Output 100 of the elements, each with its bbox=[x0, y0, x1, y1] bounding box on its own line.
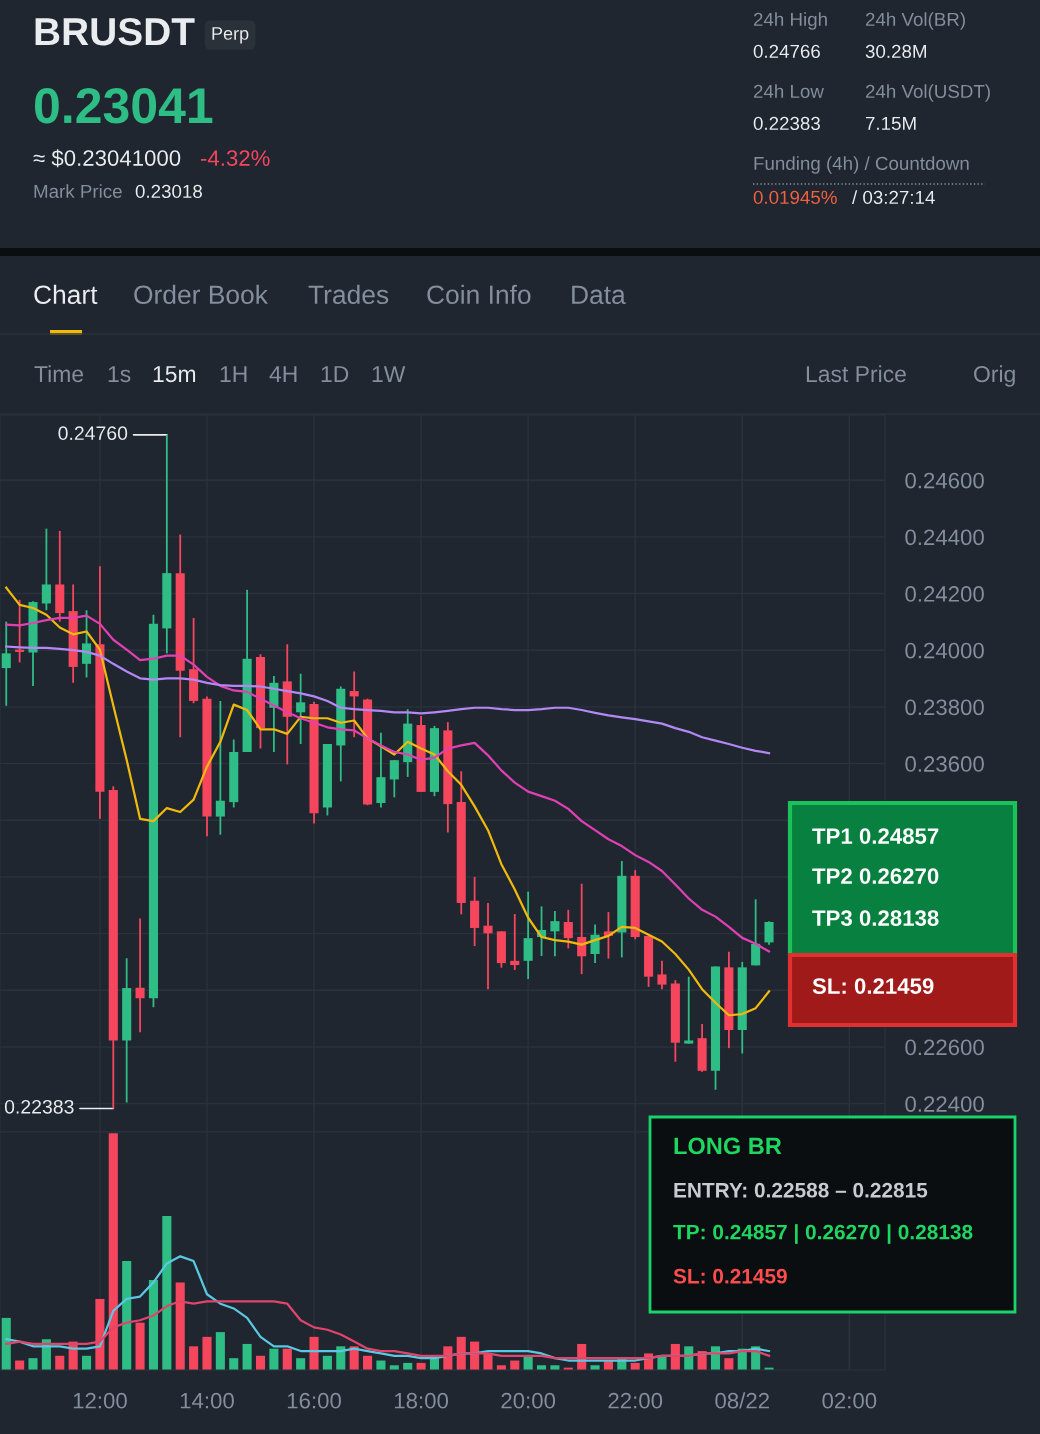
x-tick-label: 16:00 bbox=[287, 1392, 341, 1409]
bar bbox=[189, 1346, 199, 1370]
y-tick-label: 0.22600 bbox=[905, 1039, 984, 1056]
text: 1s bbox=[108, 366, 131, 383]
annotation: TP2 0.26270 bbox=[812, 868, 939, 884]
text: 1W bbox=[372, 366, 406, 382]
y-tick-label: 0.23600 bbox=[905, 756, 984, 772]
text: 1D bbox=[321, 366, 349, 382]
candlestick bbox=[1, 620, 11, 707]
text: 0.01945% bbox=[753, 190, 837, 205]
bar bbox=[296, 1358, 306, 1370]
x-tick-label: 20:00 bbox=[501, 1392, 556, 1409]
bar bbox=[202, 1336, 212, 1370]
bar bbox=[724, 1358, 734, 1370]
text: ≈ $0.23041000 bbox=[33, 149, 181, 168]
text: 1H bbox=[220, 366, 247, 382]
y-tick-label: 0.22400 bbox=[905, 1096, 984, 1112]
bar bbox=[657, 1355, 667, 1370]
candlestick bbox=[483, 902, 493, 991]
bar bbox=[1, 1317, 11, 1370]
text: 0.24766 bbox=[753, 44, 820, 59]
bar bbox=[322, 1355, 332, 1370]
text: Last Price bbox=[806, 365, 906, 383]
annotation: 0.22383 bbox=[4, 1099, 74, 1114]
bar bbox=[108, 1133, 118, 1370]
bar bbox=[309, 1336, 319, 1370]
candlestick bbox=[764, 920, 774, 946]
annotation: TP: 0.24857 | 0.26270 | 0.28138 bbox=[673, 1224, 973, 1244]
text: Coin Info bbox=[427, 284, 531, 305]
bar bbox=[122, 1261, 132, 1370]
bar bbox=[55, 1355, 65, 1370]
text: 0.23041 bbox=[34, 88, 213, 124]
annotation: SL: 0.21459 bbox=[812, 978, 934, 994]
text: BRUSDT bbox=[35, 17, 195, 46]
candlestick bbox=[389, 759, 399, 799]
candlestick bbox=[81, 609, 92, 679]
line-series bbox=[5, 645, 771, 755]
x-tick-label: 22:00 bbox=[608, 1392, 663, 1409]
annotation: TP1 0.24857 bbox=[812, 828, 939, 844]
text: 24h Low bbox=[753, 84, 824, 99]
annotation: 0.24760 bbox=[58, 426, 128, 441]
candlestick bbox=[215, 700, 225, 836]
text: 7.15M bbox=[865, 116, 916, 131]
text: -4.32% bbox=[200, 150, 270, 166]
line-series bbox=[5, 586, 771, 1017]
x-tick-label: 12:00 bbox=[73, 1392, 127, 1409]
text: 24h High bbox=[753, 12, 827, 30]
y-tick-label: 0.23800 bbox=[905, 699, 984, 716]
candlestick bbox=[751, 898, 761, 967]
annotation: SL: 0.21459 bbox=[673, 1268, 787, 1284]
candlestick bbox=[563, 908, 573, 950]
y-tick-label: 0.24000 bbox=[905, 642, 984, 659]
candlestick bbox=[510, 913, 520, 971]
bar bbox=[229, 1358, 239, 1370]
text: 15m bbox=[153, 366, 196, 383]
text: 24h Vol(BR) bbox=[865, 12, 965, 30]
y-tick-label: 0.24400 bbox=[905, 529, 984, 546]
text: / 03:27:14 bbox=[852, 190, 935, 205]
annotation: LONG BR bbox=[674, 1137, 782, 1155]
candlestick bbox=[684, 975, 694, 1045]
text: Orig bbox=[974, 365, 1015, 387]
bar bbox=[363, 1355, 373, 1370]
text: Trades bbox=[308, 284, 389, 305]
candlestick bbox=[135, 917, 145, 1034]
text: Mark Price bbox=[34, 184, 122, 199]
candlestick bbox=[296, 672, 306, 745]
bar bbox=[148, 1280, 158, 1370]
bar bbox=[175, 1282, 185, 1370]
text: Time bbox=[34, 365, 84, 383]
text: Order Book bbox=[134, 284, 268, 305]
annotation: ENTRY: 0.22588 – 0.22815 bbox=[674, 1182, 928, 1198]
text: 30.28M bbox=[865, 44, 926, 59]
text: Funding (4h) / Countdown bbox=[754, 156, 969, 174]
text: Perp bbox=[212, 27, 249, 44]
x-tick-label: 14:00 bbox=[180, 1392, 234, 1409]
text: 4H bbox=[269, 366, 297, 382]
bar bbox=[269, 1348, 279, 1370]
text: 24h Vol(USDT) bbox=[865, 84, 990, 102]
candlestick bbox=[41, 527, 51, 612]
y-tick-label: 0.24600 bbox=[905, 472, 984, 489]
bar bbox=[215, 1332, 225, 1370]
candlestick bbox=[657, 959, 667, 991]
bar bbox=[242, 1343, 252, 1370]
candlestick bbox=[523, 890, 533, 980]
bar bbox=[28, 1358, 38, 1370]
annotation: TP3 0.28138 bbox=[812, 910, 939, 926]
x-tick-label: 02:00 bbox=[822, 1392, 877, 1409]
x-tick-label: 08/22 bbox=[715, 1392, 769, 1409]
text: 0.22383 bbox=[753, 116, 820, 131]
x-tick-label: 18:00 bbox=[394, 1392, 449, 1409]
text: Data bbox=[572, 285, 626, 305]
bar bbox=[282, 1348, 292, 1370]
candlestick bbox=[550, 910, 560, 958]
y-tick-label: 0.24200 bbox=[905, 586, 984, 602]
bar bbox=[135, 1322, 145, 1370]
text: 0.23018 bbox=[135, 184, 202, 199]
bar bbox=[162, 1216, 172, 1370]
bar bbox=[81, 1355, 92, 1370]
bar bbox=[255, 1355, 266, 1370]
candlestick bbox=[349, 670, 359, 739]
